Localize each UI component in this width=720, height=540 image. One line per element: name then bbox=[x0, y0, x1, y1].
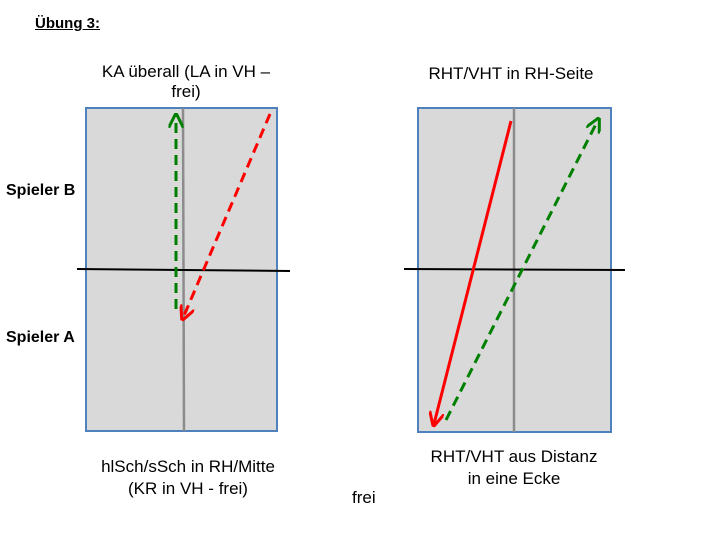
court-1-net bbox=[76, 268, 291, 272]
court-2-net bbox=[403, 268, 626, 271]
court-1 bbox=[76, 107, 291, 432]
diagram-2-top-caption-text: RHT/VHT in RH-Seite bbox=[428, 64, 594, 83]
court-2-red-arrow bbox=[434, 120, 513, 424]
diagram-1-bottom-caption: hlSch/sSch in RH/Mitte (KR in VH - frei) bbox=[70, 456, 306, 500]
free-note: frei bbox=[352, 488, 376, 507]
court-2-green-arrow bbox=[444, 120, 598, 421]
diagram-1-top-caption: KA überall (LA in VH – frei) bbox=[86, 62, 286, 102]
player-b-label: Spieler B bbox=[6, 182, 76, 199]
diagram-1-bottom-caption-text: hlSch/sSch in RH/Mitte (KR in VH - frei) bbox=[101, 457, 275, 498]
diagram-2-bottom-caption-text: RHT/VHT aus Distanz in eine Ecke bbox=[430, 447, 598, 488]
diagram-1-top-caption-text: KA überall (LA in VH – frei) bbox=[101, 62, 271, 101]
court-1-red-arrow bbox=[183, 113, 272, 318]
player-a-label: Spieler A bbox=[6, 329, 75, 346]
diagram-2-bottom-caption: RHT/VHT aus Distanz in eine Ecke bbox=[396, 446, 632, 490]
exercise-title: Übung 3: bbox=[35, 15, 100, 32]
court-2 bbox=[403, 107, 626, 433]
diagram-2-top-caption: RHT/VHT in RH-Seite bbox=[400, 64, 622, 84]
